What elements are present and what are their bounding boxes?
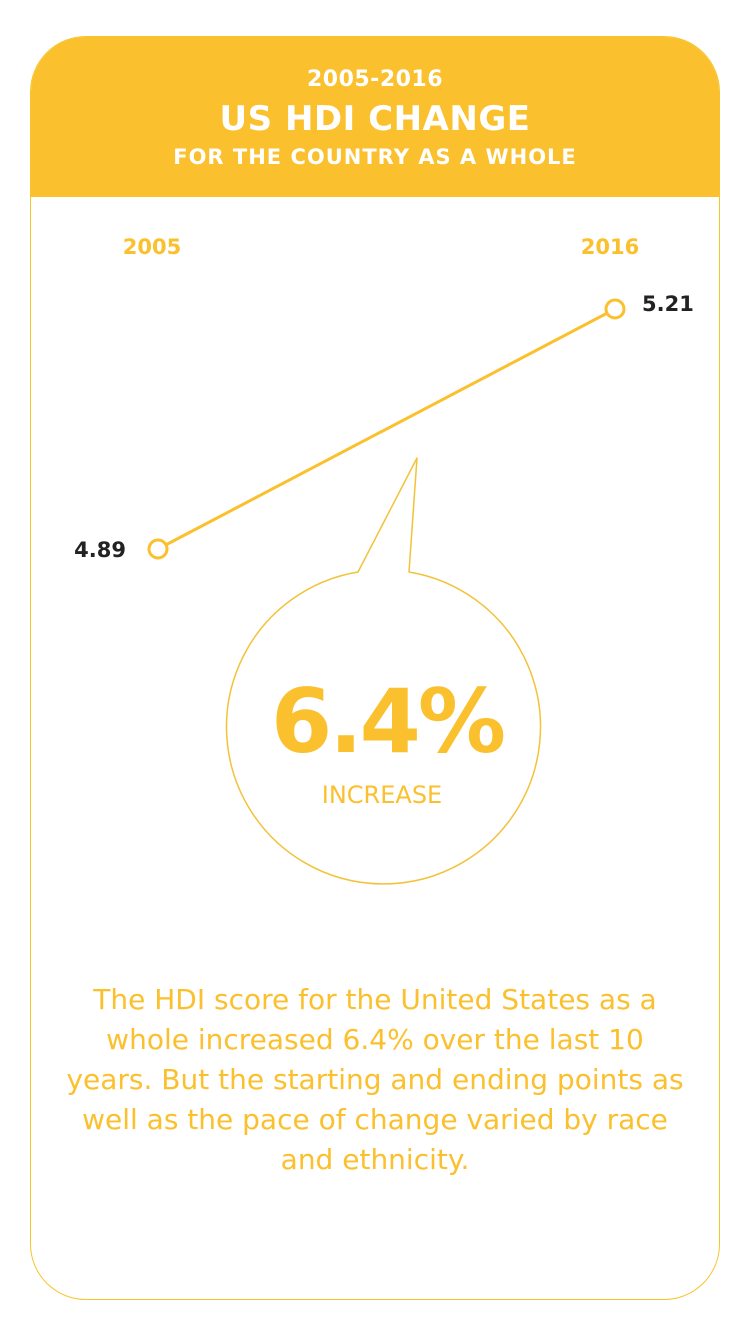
data-point-end xyxy=(604,298,626,320)
x-tick-label-end: 2016 xyxy=(581,235,639,259)
infographic-card: 2005-2016 US HDI CHANGE FOR THE COUNTRY … xyxy=(30,36,720,1300)
callout-bubble xyxy=(225,457,542,885)
x-tick-label-start: 2005 xyxy=(123,235,181,259)
data-label-end: 5.21 xyxy=(642,292,694,316)
caption-text: The HDI score for the United States as a… xyxy=(66,983,684,1176)
data-label-start: 4.89 xyxy=(74,538,126,562)
header-banner: 2005-2016 US HDI CHANGE FOR THE COUNTRY … xyxy=(31,37,719,197)
series-line xyxy=(157,307,616,551)
callout-label: INCREASE xyxy=(322,781,442,809)
callout-value: 6.4% xyxy=(271,670,504,773)
data-point-start xyxy=(147,538,169,560)
header-subtitle: FOR THE COUNTRY AS A WHOLE xyxy=(173,145,577,169)
header-title: US HDI CHANGE xyxy=(219,99,531,139)
header-years: 2005-2016 xyxy=(306,67,444,92)
